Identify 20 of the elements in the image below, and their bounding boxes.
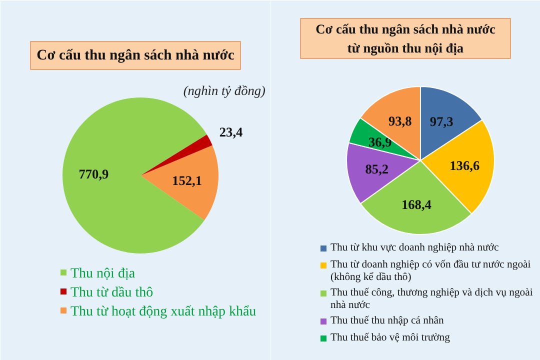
data-label: 97,3 — [430, 114, 454, 129]
chart-title: Cơ cấu thu ngân sách nhà nước — [36, 48, 235, 64]
legend-label: Thu từ doanh nghiệp có vốn đầu tư nước ngoài (không kể dầu thô) — [330, 260, 531, 284]
legend-label: Thu thuế thu nhập cá nhân — [330, 316, 445, 326]
data-label: 152,1 — [172, 172, 202, 188]
text: (nghìn tỷ đồng) — [183, 83, 266, 98]
legend-label: Thu thuế công, thương nghiệp và dịch vụ ngoài nhà nước — [330, 288, 533, 312]
legend-label: Thu nội địa — [70, 266, 136, 282]
legend-label: Thu từ khu vực doanh nghiệp nhà nước — [330, 242, 500, 254]
legend-label: Thu thuế bảo vệ môi trường — [330, 332, 451, 344]
legend-label: Thu từ hoạt động xuất nhập khẩu — [70, 304, 256, 320]
data-label: 770,9 — [78, 166, 110, 182]
legend-label: Thu từ dầu thô — [70, 286, 154, 300]
data-label: 93,8 — [388, 114, 412, 129]
data-label: 36,9 — [368, 134, 392, 150]
chart-title: Cơ cấu thu ngân sách nhà nước từ nguồn thu nội địa — [316, 22, 496, 56]
data-label: 23,4 — [219, 124, 244, 140]
data-label: 85,2 — [365, 161, 389, 176]
data-label: 136,6 — [450, 158, 480, 173]
data-label: 168,4 — [401, 197, 432, 212]
